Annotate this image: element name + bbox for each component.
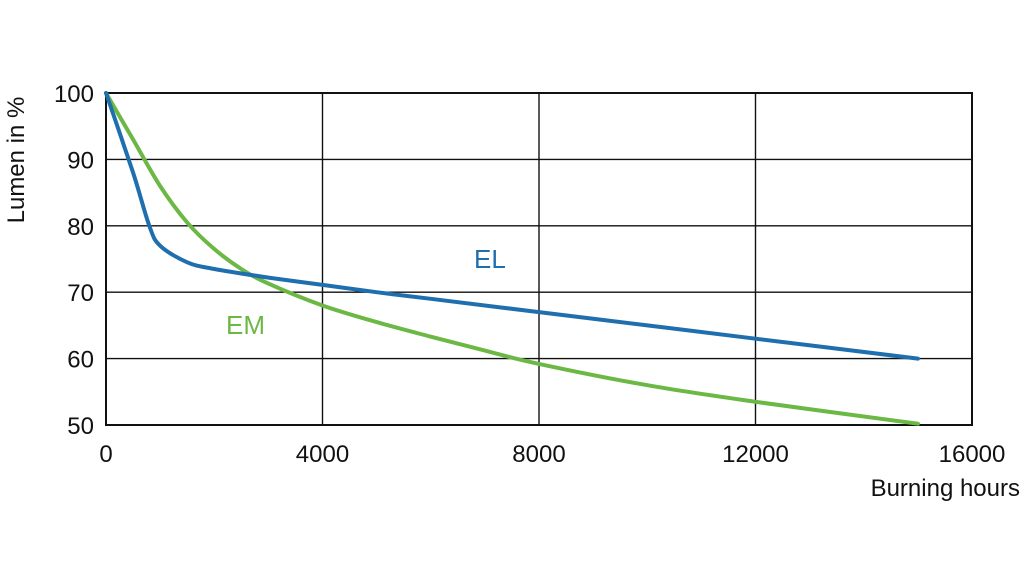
x-tick-label: 12000 (722, 441, 789, 468)
x-tick-label: 4000 (296, 441, 349, 468)
y-tick-label: 60 (67, 347, 94, 374)
series-layer (104, 91, 920, 426)
x-tick-label: 0 (99, 441, 112, 468)
y-tick-label: 80 (67, 214, 94, 241)
x-tick-label: 8000 (512, 441, 565, 468)
y-axis-title: Lumen in % (3, 97, 30, 224)
x-axis-title: Burning hours (871, 475, 1020, 502)
y-tick-label: 90 (67, 147, 94, 174)
x-tick-labels: 0 4000 8000 12000 16000 (99, 441, 1005, 468)
y-tick-label: 50 (67, 413, 94, 440)
series-line-el (104, 91, 920, 361)
y-tick-labels: 100 90 80 70 60 50 (54, 81, 94, 440)
y-tick-label: 70 (67, 280, 94, 307)
series-line-em (104, 91, 920, 426)
y-tick-label: 100 (54, 81, 94, 108)
x-tick-label: 16000 (939, 441, 1006, 468)
plot-frame (105, 92, 973, 426)
grid-lines (106, 93, 972, 425)
series-label-em: EM (226, 310, 265, 340)
series-label-el: EL (474, 244, 506, 274)
